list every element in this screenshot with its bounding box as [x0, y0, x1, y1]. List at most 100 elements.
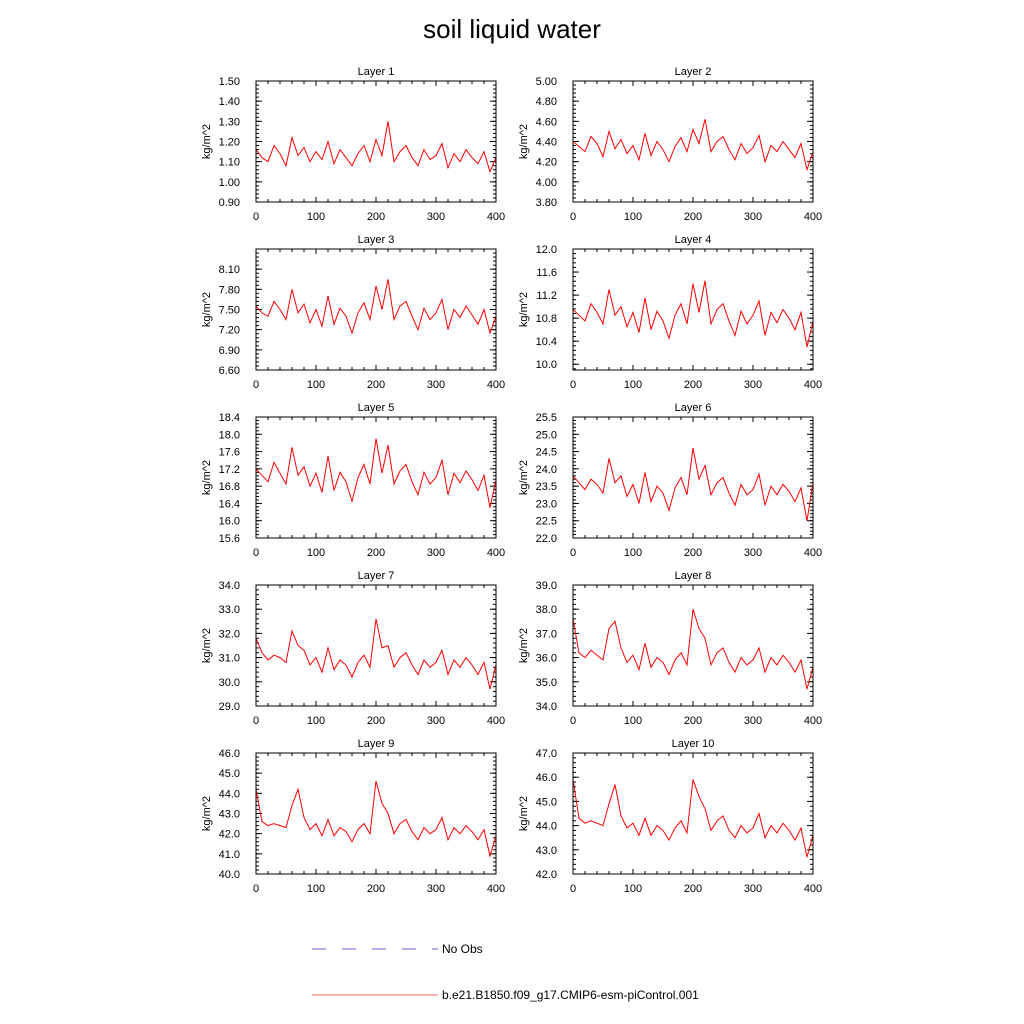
- panel-title: Layer 7: [358, 570, 395, 582]
- chart-panel-layer-8: Layer 8 kg/m^2 0 100 200 300 400 34.0 35.0 36.0 37…: [518, 570, 822, 727]
- x-tick-label: 100: [624, 883, 642, 895]
- x-tick-label: 0: [253, 211, 259, 223]
- y-tick-label: 37.0: [536, 628, 557, 640]
- y-tick-label: 22.5: [536, 516, 557, 528]
- x-tick-label: 200: [684, 883, 702, 895]
- panel-title: Layer 9: [358, 738, 395, 750]
- panel-title: Layer 10: [672, 738, 715, 750]
- y-tick-label: 24.0: [536, 464, 557, 476]
- y-tick-label: 25.0: [536, 429, 557, 441]
- x-tick-label: 200: [367, 211, 385, 223]
- y-tick-label: 4.80: [536, 96, 557, 108]
- x-tick-label: 400: [487, 883, 505, 895]
- y-tick-label: 1.00: [219, 177, 240, 189]
- x-tick-label: 300: [744, 379, 762, 391]
- y-tick-label: 17.6: [219, 447, 240, 459]
- series-line-layer-5: [255, 438, 497, 508]
- y-axis-label: kg/m^2: [518, 292, 530, 327]
- y-tick-label: 32.0: [219, 628, 240, 640]
- y-tick-label: 44.0: [536, 821, 557, 833]
- legend-obs-swatch: [312, 948, 438, 950]
- x-tick-label: 100: [307, 379, 325, 391]
- x-tick-label: 400: [804, 547, 822, 559]
- y-tick-label: 16.0: [219, 516, 240, 528]
- y-tick-label: 41.0: [219, 849, 240, 861]
- x-tick-label: 100: [624, 547, 642, 559]
- y-tick-label: 33.0: [219, 604, 240, 616]
- y-tick-label: 34.0: [536, 701, 557, 713]
- y-axis-label: kg/m^2: [201, 124, 213, 159]
- x-tick-label: 200: [684, 379, 702, 391]
- plot-frame: [255, 416, 497, 539]
- panel-title: Layer 1: [358, 66, 395, 78]
- y-tick-label: 7.80: [219, 284, 240, 296]
- y-tick-label: 18.4: [219, 412, 240, 424]
- y-tick-label: 42.0: [536, 869, 557, 881]
- plot-frame: [255, 248, 497, 371]
- chart-panel-layer-4: Layer 4 kg/m^2 0 100 200 300 400 10.0 10.4 10.8 11…: [518, 234, 822, 391]
- x-tick-label: 200: [367, 715, 385, 727]
- x-tick-label: 300: [744, 883, 762, 895]
- x-tick-label: 300: [427, 883, 445, 895]
- y-tick-label: 6.60: [219, 365, 240, 377]
- chart-panel-layer-5: Layer 5 kg/m^2 0 100 200 300 400 15.6 16.0 16.4 16…: [201, 402, 505, 559]
- chart-panel-layer-6: Layer 6 kg/m^2 0 100 200 300 400 22.0 22.5 23.0 23…: [518, 402, 822, 559]
- y-tick-label: 1.30: [219, 116, 240, 128]
- series-line-layer-4: [572, 280, 814, 348]
- y-tick-label: 25.5: [536, 412, 557, 424]
- panel-title: Layer 2: [675, 66, 712, 78]
- y-tick-label: 39.0: [536, 580, 557, 592]
- y-tick-label: 30.0: [219, 677, 240, 689]
- x-tick-label: 300: [427, 715, 445, 727]
- y-tick-label: 42.0: [219, 829, 240, 841]
- x-tick-label: 200: [367, 547, 385, 559]
- y-tick-label: 8.10: [219, 264, 240, 276]
- x-tick-label: 0: [570, 211, 576, 223]
- x-tick-label: 100: [307, 547, 325, 559]
- y-axis-label: kg/m^2: [518, 124, 530, 159]
- y-tick-label: 45.0: [536, 796, 557, 808]
- y-axis-label: kg/m^2: [518, 628, 530, 663]
- y-tick-label: 4.60: [536, 116, 557, 128]
- x-tick-label: 300: [427, 211, 445, 223]
- y-tick-label: 38.0: [536, 604, 557, 616]
- x-tick-label: 200: [684, 211, 702, 223]
- chart-panel-layer-2: Layer 2 kg/m^2 0 100 200 300 400 3.80 4.00 4.20 4.…: [518, 66, 822, 223]
- y-tick-label: 7.20: [219, 325, 240, 337]
- y-tick-label: 10.0: [536, 359, 557, 371]
- y-tick-label: 31.0: [219, 653, 240, 665]
- x-tick-label: 0: [253, 379, 259, 391]
- y-axis-label: kg/m^2: [201, 628, 213, 663]
- y-tick-label: 43.0: [219, 809, 240, 821]
- plot-frame: [572, 752, 814, 875]
- x-tick-label: 100: [307, 715, 325, 727]
- y-tick-label: 45.0: [219, 768, 240, 780]
- y-tick-label: 10.4: [536, 336, 557, 348]
- x-tick-label: 100: [307, 883, 325, 895]
- x-tick-label: 200: [684, 547, 702, 559]
- y-tick-label: 1.50: [219, 76, 240, 88]
- x-tick-label: 0: [570, 715, 576, 727]
- chart-panel-layer-1: Layer 1 kg/m^2 0 100 200 300 400 0.90 1.00 1.10 1.…: [201, 66, 505, 223]
- y-tick-label: 22.0: [536, 533, 557, 545]
- y-tick-label: 11.6: [536, 267, 557, 279]
- x-tick-label: 100: [624, 379, 642, 391]
- x-tick-label: 400: [804, 379, 822, 391]
- x-tick-label: 400: [804, 715, 822, 727]
- y-tick-label: 24.5: [536, 447, 557, 459]
- legend-model-label: b.e21.B1850.f09_g17.CMIP6-esm-piControl.…: [442, 988, 699, 1002]
- x-tick-label: 400: [487, 547, 505, 559]
- y-tick-label: 5.00: [536, 76, 557, 88]
- legend-obs-label: No Obs: [442, 942, 483, 956]
- x-tick-label: 400: [487, 211, 505, 223]
- panel-title: Layer 3: [358, 234, 395, 246]
- y-tick-label: 46.0: [536, 772, 557, 784]
- plot-frame: [255, 752, 497, 875]
- series-line-layer-7: [255, 618, 497, 690]
- x-tick-label: 0: [253, 547, 259, 559]
- plot-frame: [572, 248, 814, 371]
- x-tick-label: 400: [804, 883, 822, 895]
- y-tick-label: 35.0: [536, 677, 557, 689]
- figure-title: soil liquid water: [423, 14, 601, 44]
- panel-title: Layer 8: [675, 570, 712, 582]
